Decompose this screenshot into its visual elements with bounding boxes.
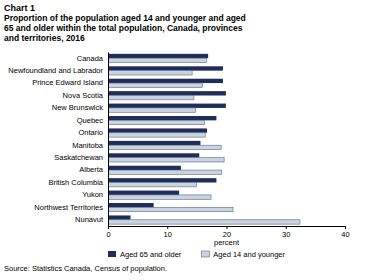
bar: [108, 145, 221, 149]
tick-label: 40: [341, 230, 349, 239]
bars: [108, 54, 300, 224]
category-label: Quebec: [77, 116, 104, 125]
category-label: Newfoundland and Labrador: [8, 66, 103, 75]
bar: [108, 91, 226, 95]
bar: [108, 207, 233, 211]
tick: Prince Edward Island: [32, 78, 108, 87]
tick: 40: [341, 226, 349, 239]
tick: Nunavut: [75, 215, 108, 224]
category-label: British Columbia: [48, 178, 103, 187]
bar: [108, 128, 207, 132]
bar: [108, 79, 223, 83]
bar: [108, 96, 194, 100]
bar: [108, 191, 179, 195]
tick: 10: [164, 226, 172, 239]
bar: [108, 133, 205, 137]
tick: 30: [282, 226, 290, 239]
y-axis: Canada Newfoundland and Labrador Prince Ed…: [8, 53, 108, 227]
bar: [108, 166, 181, 170]
category-label: Manitoba: [72, 141, 104, 150]
bar: [108, 170, 222, 174]
legend-swatch: [108, 251, 116, 257]
subtitle: Proportion of the population aged 14 and…: [4, 13, 246, 43]
tick: Alberta: [79, 165, 108, 174]
category-label: New Brunswick: [52, 103, 104, 112]
bar: [108, 54, 208, 58]
title: Chart 1: [4, 3, 35, 13]
category-label: Saskatchewan: [54, 153, 103, 162]
tick: New Brunswick: [52, 103, 108, 112]
tick: Northwest Territories: [34, 203, 108, 212]
tick: British Columbia: [48, 178, 108, 187]
bar: [108, 71, 192, 75]
tick-mark: [167, 226, 168, 229]
bar: [108, 116, 216, 120]
bar: [108, 66, 223, 70]
bar: [108, 220, 300, 224]
axis-title: percent: [214, 238, 240, 247]
category-label: Northwest Territories: [34, 203, 103, 212]
legend: Aged 65 and older Aged 14 and younger: [108, 250, 286, 259]
legend-label: Aged 65 and older: [120, 250, 182, 259]
bar: [108, 120, 205, 124]
bar: [108, 58, 206, 62]
tick: Ontario: [78, 128, 108, 137]
bar: [108, 153, 199, 157]
bar: [108, 104, 226, 108]
tick: Newfoundland and Labrador: [8, 66, 108, 75]
tick: Quebec: [77, 116, 108, 125]
tick-label: 30: [282, 230, 290, 239]
bar: [108, 195, 211, 199]
bar: [108, 183, 196, 187]
source: Source: Statistics Canada, Census of pop…: [4, 264, 167, 273]
bar: [108, 178, 216, 182]
category-label: Prince Edward Island: [32, 78, 103, 87]
category-label: Alberta: [79, 165, 104, 174]
tick: 0: [106, 226, 110, 239]
bar: [108, 158, 224, 162]
tick: Nova Scotia: [63, 91, 108, 100]
category-label: Ontario: [78, 128, 103, 137]
legend-label: Aged 14 and younger: [213, 250, 285, 259]
tick-mark: [286, 226, 287, 229]
tick: Manitoba: [72, 141, 108, 150]
tick-label: 0: [106, 230, 110, 239]
tick: Saskatchewan: [54, 153, 108, 162]
axis-line: [108, 53, 109, 227]
tick-mark: [227, 226, 228, 229]
category-label: Canada: [77, 54, 104, 63]
tick-label: 10: [164, 230, 172, 239]
category-label: Yukon: [82, 190, 103, 199]
tick: Canada: [77, 54, 108, 63]
bar: [108, 215, 131, 219]
bar: [108, 203, 154, 207]
axis-line: [109, 227, 346, 230]
category-label: Nunavut: [75, 215, 104, 224]
category-label: Nova Scotia: [63, 91, 104, 100]
tick: Yukon: [82, 190, 108, 199]
tick-mark: [345, 226, 346, 229]
bar: [108, 83, 202, 87]
bar: [108, 141, 200, 145]
chart: Chart 1Proportion of the population aged…: [0, 0, 366, 280]
legend-swatch: [201, 251, 209, 257]
bar: [108, 108, 196, 112]
